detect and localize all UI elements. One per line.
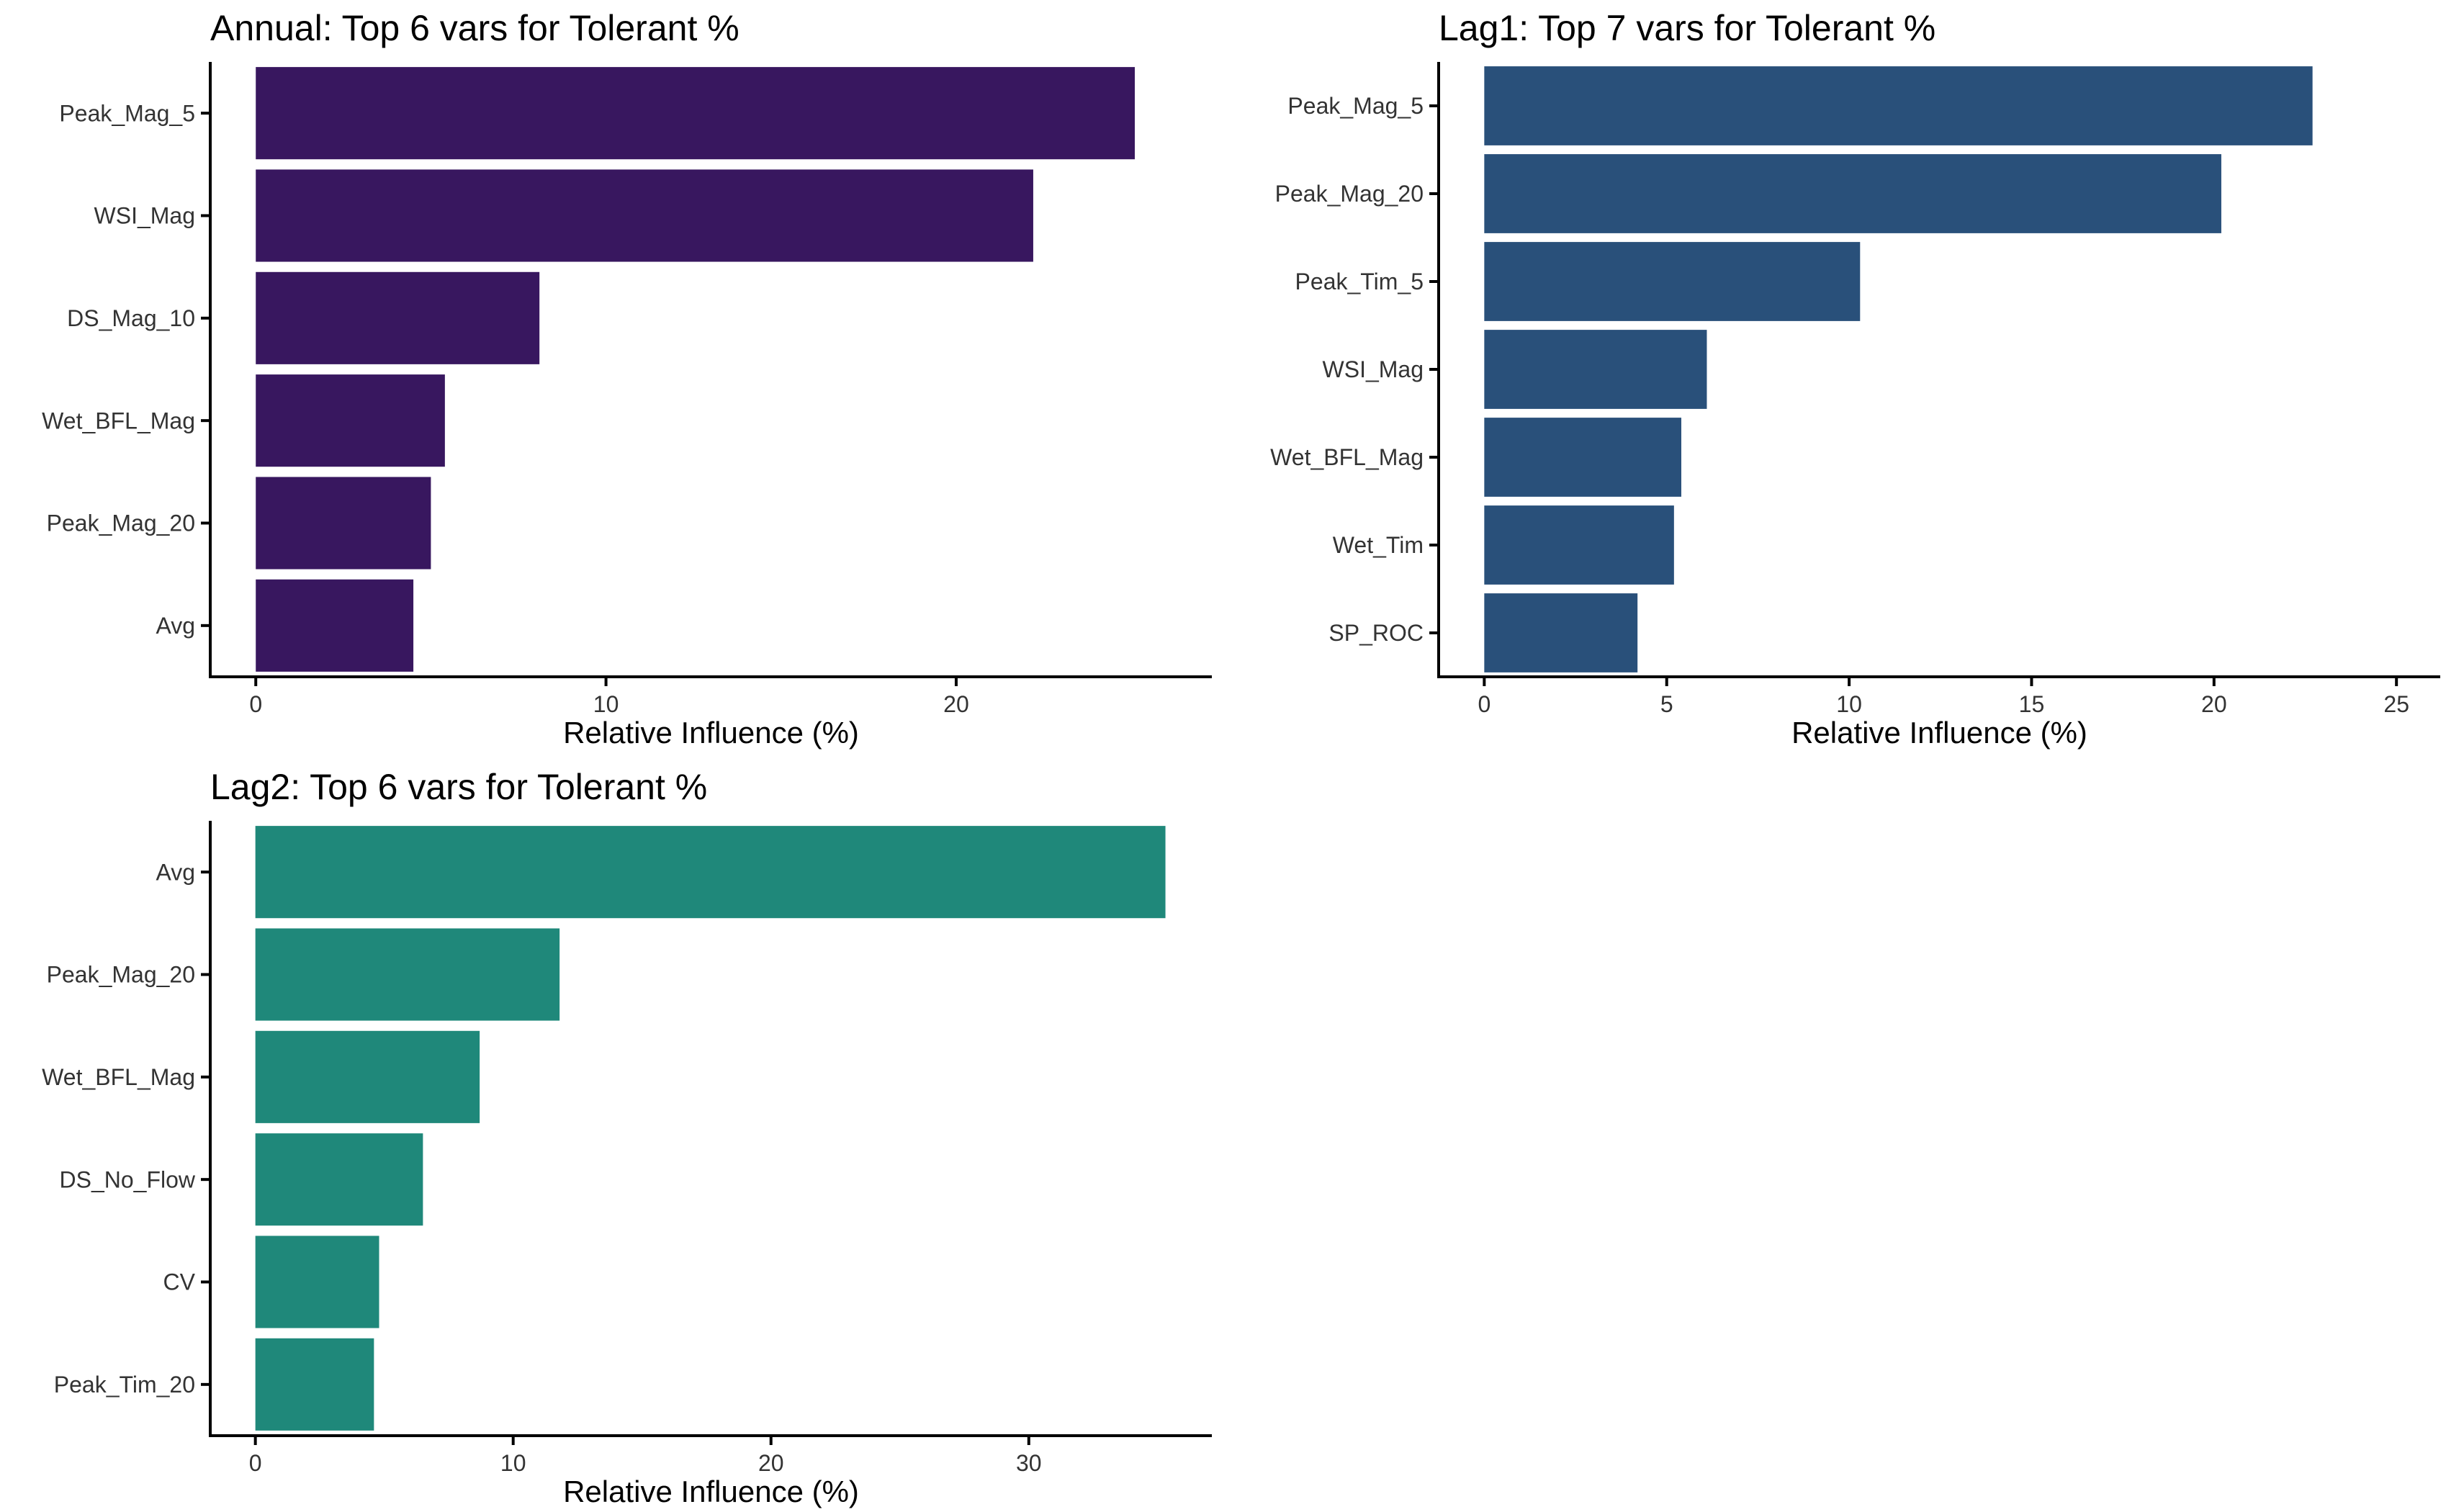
- chart-1-bar-2: [1484, 242, 1861, 321]
- chart-1-category-label-4: Wet_BFL_Mag: [1270, 444, 1424, 470]
- chart-0-category-label-2: DS_Mag_10: [67, 305, 195, 331]
- chart-1-title: Lag1: Top 7 vars for Tolerant %: [1439, 8, 1935, 48]
- chart-2-title: Lag2: Top 6 vars for Tolerant %: [210, 767, 707, 807]
- chart-0-xtick-label-1: 10: [593, 691, 619, 717]
- chart-2-category-label-2: Wet_BFL_Mag: [42, 1064, 195, 1090]
- chart-2-bar-1: [255, 928, 560, 1021]
- chart-1-xtick-label-1: 5: [1660, 691, 1673, 717]
- chart-2-bar-4: [255, 1236, 379, 1328]
- chart-1-category-label-1: Peak_Mag_20: [1275, 181, 1424, 207]
- chart-0-title: Annual: Top 6 vars for Tolerant %: [210, 8, 739, 48]
- chart-0-x-axis-label: Relative Influence (%): [563, 716, 859, 750]
- chart-0-category-label-4: Peak_Mag_20: [47, 510, 195, 536]
- chart-1-category-label-5: Wet_Tim: [1333, 532, 1424, 558]
- chart-2-bar-0: [255, 826, 1166, 919]
- chart-2-category-label-5: Peak_Tim_20: [54, 1372, 195, 1398]
- chart-1-xtick-label-3: 15: [2019, 691, 2045, 717]
- chart-0-category-label-0: Peak_Mag_5: [59, 100, 195, 126]
- chart-0-bar-4: [256, 477, 431, 570]
- chart-0-category-label-3: Wet_BFL_Mag: [42, 408, 195, 433]
- chart-1-bar-1: [1484, 154, 2221, 233]
- chart-0-category-label-5: Avg: [156, 613, 195, 639]
- chart-1-bar-6: [1484, 593, 1638, 672]
- chart-1-xtick-label-0: 0: [1478, 691, 1490, 717]
- chart-1-xtick-label-2: 10: [1836, 691, 1862, 717]
- chart-1-bar-5: [1484, 505, 1674, 585]
- chart-1-bar-3: [1484, 330, 1707, 409]
- chart-1-category-label-6: SP_ROC: [1328, 620, 1424, 646]
- chart-0-bar-2: [256, 271, 540, 364]
- chart-0-bar-5: [256, 579, 414, 672]
- chart-2-bar-5: [255, 1338, 374, 1431]
- chart-1-category-label-0: Peak_Mag_5: [1287, 93, 1424, 119]
- chart-0-bar-3: [256, 374, 445, 467]
- chart-0-category-label-1: WSI_Mag: [94, 203, 195, 229]
- chart-1-xtick-label-4: 20: [2201, 691, 2227, 717]
- chart-1-category-label-2: Peak_Tim_5: [1295, 269, 1424, 294]
- chart-0-bar-1: [256, 169, 1033, 262]
- chart-2-xtick-label-0: 0: [249, 1450, 262, 1476]
- chart-0-xtick-label-0: 0: [249, 691, 262, 717]
- chart-2-xtick-label-2: 20: [758, 1450, 784, 1476]
- chart-0-xtick-label-2: 20: [943, 691, 969, 717]
- chart-2-x-axis-label: Relative Influence (%): [563, 1475, 859, 1508]
- chart-2-xtick-label-3: 30: [1016, 1450, 1042, 1476]
- chart-2-category-label-1: Peak_Mag_20: [47, 962, 195, 988]
- chart-2-category-label-3: DS_No_Flow: [59, 1166, 195, 1192]
- chart-2-xtick-label-1: 10: [500, 1450, 526, 1476]
- chart-2-category-label-4: CV: [163, 1269, 196, 1295]
- chart-1-bar-0: [1484, 66, 2313, 145]
- chart-2-category-label-0: Avg: [156, 859, 195, 885]
- chart-1-category-label-3: WSI_Mag: [1323, 356, 1424, 382]
- chart-2-bar-2: [255, 1030, 480, 1123]
- chart-1-xtick-label-5: 25: [2383, 691, 2409, 717]
- chart-2-bar-3: [255, 1133, 423, 1226]
- chart-1-x-axis-label: Relative Influence (%): [1791, 716, 2087, 750]
- chart-1-bar-4: [1484, 418, 1681, 497]
- chart-0-bar-0: [256, 67, 1135, 160]
